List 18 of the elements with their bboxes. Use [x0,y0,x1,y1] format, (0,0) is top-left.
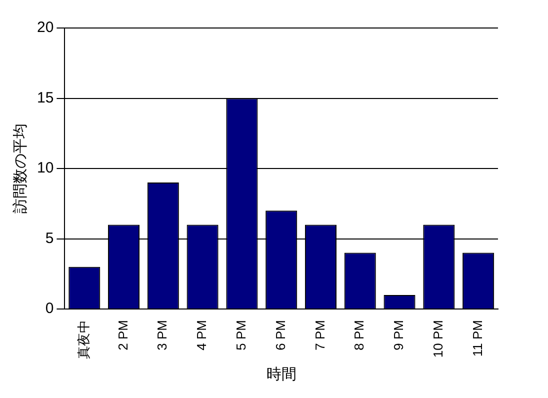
y-axis-title: 訪問数の平均 [12,124,30,214]
y-tick-label: 5 [45,230,54,247]
x-axis-title: 時間 [266,366,296,384]
x-tick-label: 真夜中 [76,320,91,359]
x-tick-label: 8 PM [352,320,367,350]
x-tick-label: 10 PM [430,320,446,358]
x-tick-label: 11 PM [470,320,485,357]
y-tick-label: 0 [45,300,54,318]
x-tick-label: 7 PM [312,320,328,350]
y-tick-label: 15 [36,89,54,106]
x-tick-label: 3 PM [154,320,170,350]
y-tick-label: 10 [36,160,54,177]
x-tick-label: 4 PM [194,320,210,350]
x-tick-label: 5 PM [234,320,249,350]
y-tick-label: 20 [36,19,54,36]
x-tick-label: 2 PM [115,320,130,350]
x-tick-label: 9 PM [391,320,406,350]
x-tick-label: 6 PM [272,320,288,350]
